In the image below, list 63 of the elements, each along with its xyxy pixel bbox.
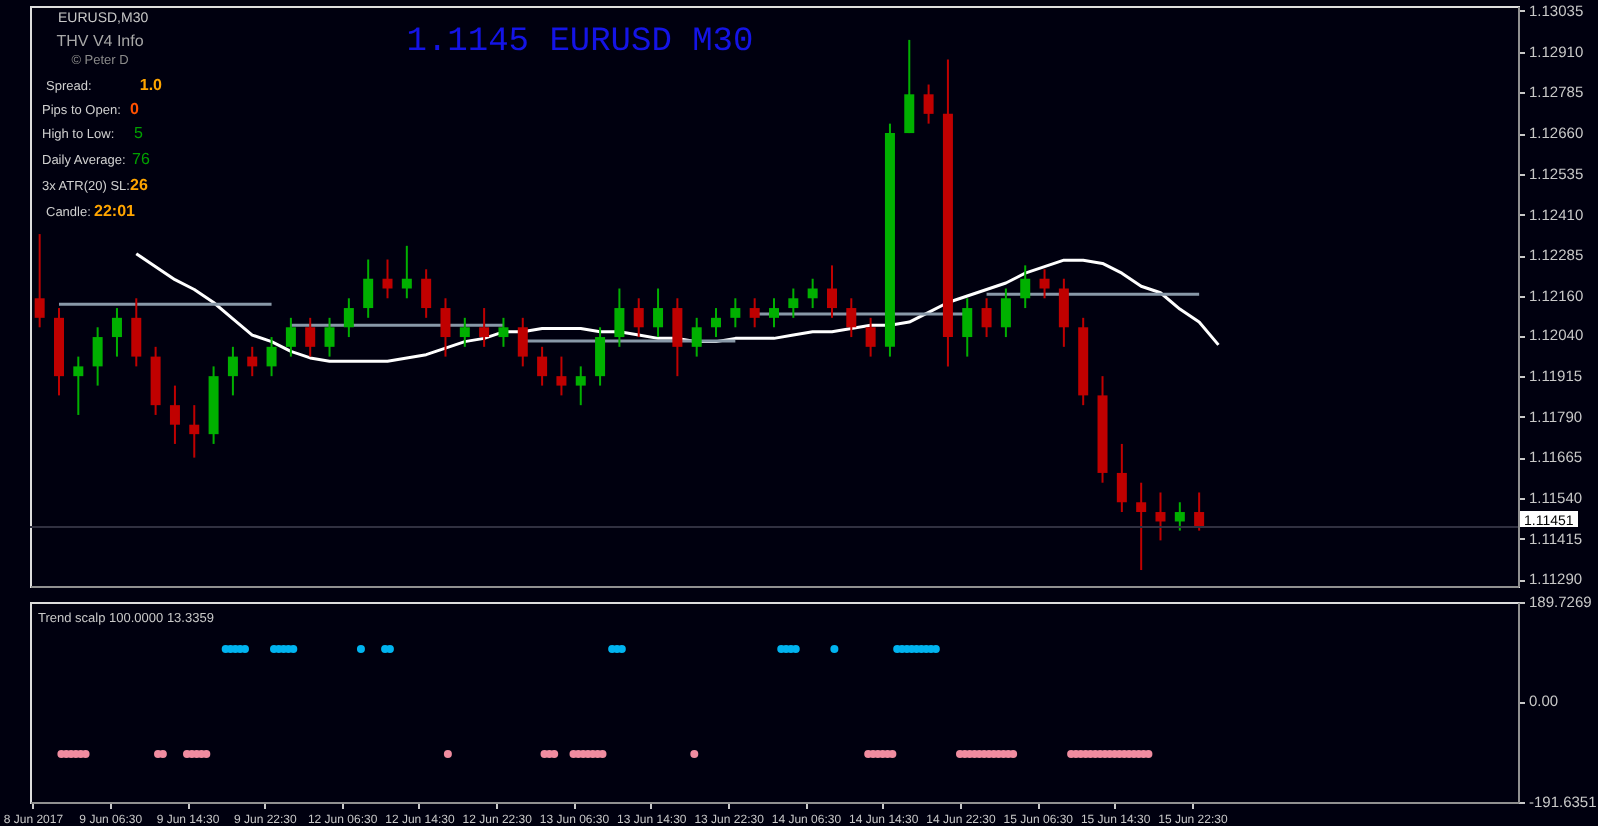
candlestick — [653, 287, 664, 339]
candlestick — [421, 268, 432, 319]
candlestick — [788, 287, 799, 319]
candlestick — [769, 297, 779, 329]
candlestick — [962, 297, 973, 358]
candlestick — [189, 404, 200, 459]
candlestick — [73, 355, 84, 416]
candlestick — [440, 297, 451, 358]
candlestick — [923, 83, 934, 125]
candlestick — [711, 307, 722, 339]
candlestick — [537, 345, 548, 387]
candlestick — [401, 244, 412, 300]
candlestick — [266, 336, 277, 378]
candlestick — [575, 365, 586, 407]
annotation: 22:01 — [94, 202, 137, 220]
candlestick — [131, 297, 142, 368]
candlestick — [1039, 268, 1050, 300]
candlestick — [1174, 501, 1185, 532]
annotation: 0 — [130, 100, 140, 118]
annotation: 5 — [134, 124, 144, 142]
candlestick — [730, 297, 741, 329]
candlestick — [556, 355, 567, 397]
candlestick — [826, 264, 837, 319]
candlestick — [691, 316, 702, 358]
candlestick — [92, 326, 103, 387]
candlestick — [247, 345, 258, 378]
candlestick — [1194, 491, 1205, 532]
candlestick — [614, 287, 625, 348]
candlestick — [904, 38, 915, 135]
text: 1.1145 EURUSD M30 — [406, 24, 754, 62]
candlestick — [169, 384, 180, 445]
candlestick — [981, 297, 992, 339]
candlestick — [1020, 264, 1031, 310]
candlestick — [749, 297, 760, 329]
candlestick — [517, 316, 528, 368]
candlestick — [498, 316, 509, 348]
candlestick — [672, 297, 683, 378]
candlestick — [1136, 481, 1147, 572]
annotation: 1.0 — [139, 76, 164, 94]
candlestick — [479, 307, 490, 348]
candlestick — [1000, 287, 1011, 339]
candlestick — [382, 258, 393, 300]
candlestick — [865, 316, 876, 358]
candlestick — [111, 307, 122, 358]
candlestick — [595, 326, 606, 387]
candlestick — [324, 316, 335, 358]
candlestick — [807, 277, 818, 310]
candlestick — [459, 316, 470, 348]
candlestick — [633, 297, 644, 339]
candlestick — [1116, 442, 1127, 514]
candlestick — [305, 316, 316, 358]
candlestick — [363, 258, 374, 319]
candlestick — [846, 297, 857, 339]
candlestick — [285, 316, 296, 358]
line-series — [134, 252, 1220, 363]
annotation: THV V4 Info — [56, 32, 145, 50]
candlestick — [1155, 491, 1166, 542]
annotation: 26 — [130, 176, 149, 194]
candlestick — [343, 297, 354, 339]
annotation: 76 — [132, 150, 151, 168]
candlestick — [1058, 277, 1069, 348]
candlestick — [227, 345, 238, 397]
candlestick — [34, 233, 45, 329]
